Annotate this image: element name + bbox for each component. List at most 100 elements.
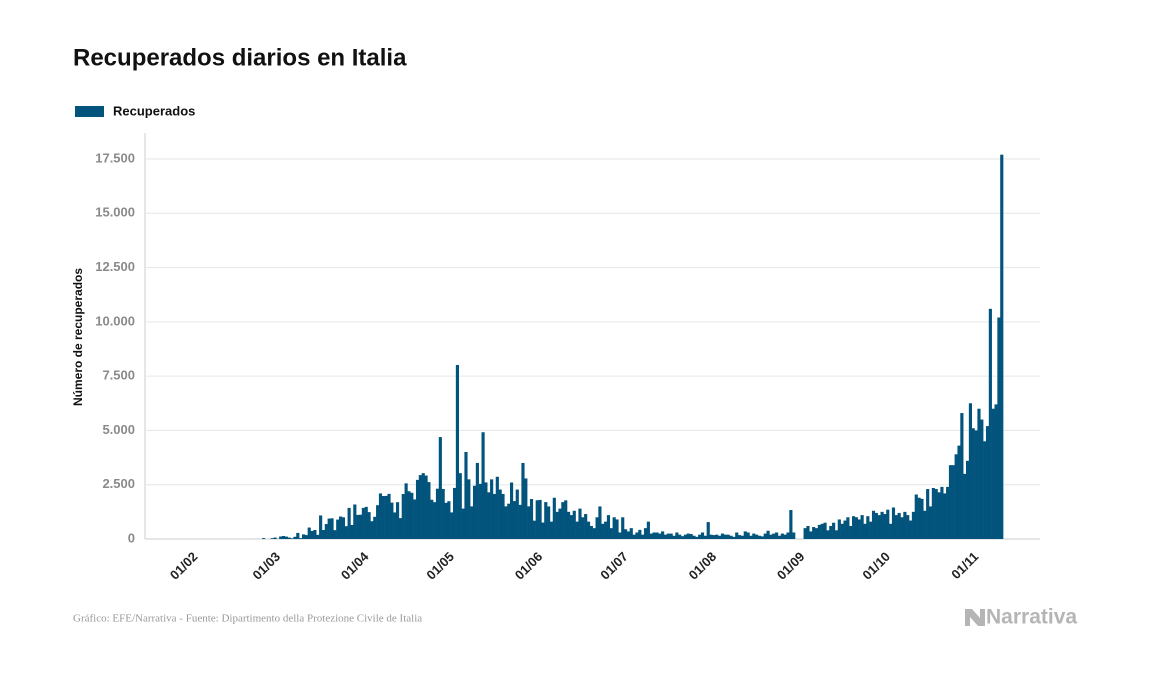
bar [279,536,283,539]
bar [997,317,1001,539]
bar [695,536,699,539]
bar [869,521,873,539]
bar [663,534,668,539]
bar [746,532,750,539]
bar [524,478,528,539]
x-tick-label: 01/04 [338,548,372,582]
bar [384,495,388,539]
bar [655,532,659,539]
bar [871,510,876,539]
bar [683,534,687,539]
bar [937,492,941,539]
bar [415,479,420,539]
bar [666,533,670,539]
bar [401,494,405,539]
source: Gráfico: EFE/Narrativa - Fuente: Diparti… [73,613,422,625]
x-tick-label: 01/10 [859,549,893,583]
bar [738,535,742,539]
x-tick-label: 01/07 [597,549,631,583]
bar [700,532,705,539]
bar [575,521,579,539]
bar [435,488,440,539]
bar [538,499,542,539]
bar [823,522,827,539]
bar [897,512,901,539]
bar [361,507,365,539]
bar [846,517,850,539]
bar [649,533,653,539]
bar [792,532,796,539]
bar [809,531,813,539]
bar [678,534,682,539]
bar [732,536,736,539]
bar [963,473,967,539]
y-tick-label: 2.500 [102,476,135,491]
bar [618,532,622,539]
bar [826,530,830,539]
y-tick-label: 15.000 [95,205,135,220]
bar [832,522,836,539]
bar [586,521,591,539]
bar [772,533,776,539]
bar [812,527,816,539]
bar [347,507,351,539]
bar [991,408,995,539]
bar [290,538,294,539]
bar [316,534,320,539]
y-tick-label: 5.000 [102,422,135,437]
bar [626,531,630,539]
x-tick-label: 01/02 [167,549,201,583]
bar [313,530,317,539]
bar [786,532,790,539]
bar [769,534,773,539]
bar [641,534,645,539]
bar [817,524,821,539]
bar [755,534,759,539]
bar [635,532,639,539]
bar [310,530,314,539]
bar [726,534,730,539]
bar [735,532,739,539]
bar [336,519,340,539]
bar [453,487,457,539]
bar [293,536,297,539]
bar [584,514,588,539]
bar [886,509,890,539]
bar [458,473,462,539]
bar [444,502,448,539]
bar [381,496,385,539]
bar [638,529,642,539]
bar [743,531,747,539]
y-tick-label: 10.000 [95,313,135,328]
bar [931,487,935,539]
bar [720,533,725,539]
bar [615,519,619,539]
bar [621,517,625,539]
bar [561,502,565,539]
bar [398,518,402,539]
bar [803,528,807,539]
bar [763,533,767,539]
bar [304,535,308,539]
bar [900,517,904,539]
bar [880,511,884,539]
bar [860,515,864,539]
bar [1000,154,1004,539]
y-tick-label: 0 [128,530,135,545]
bar [718,535,722,539]
bar [903,511,907,539]
bar [350,524,354,539]
bar [669,533,673,539]
bar [703,535,707,539]
bar [906,515,910,539]
bar [319,515,323,539]
bar [940,486,944,539]
bar [552,497,556,539]
bar [282,536,286,539]
bar [883,514,887,539]
x-tick-label: 01/11 [948,549,981,582]
bar [689,534,693,539]
bar [980,419,984,539]
bar [284,536,288,539]
legend-swatch [75,106,104,117]
